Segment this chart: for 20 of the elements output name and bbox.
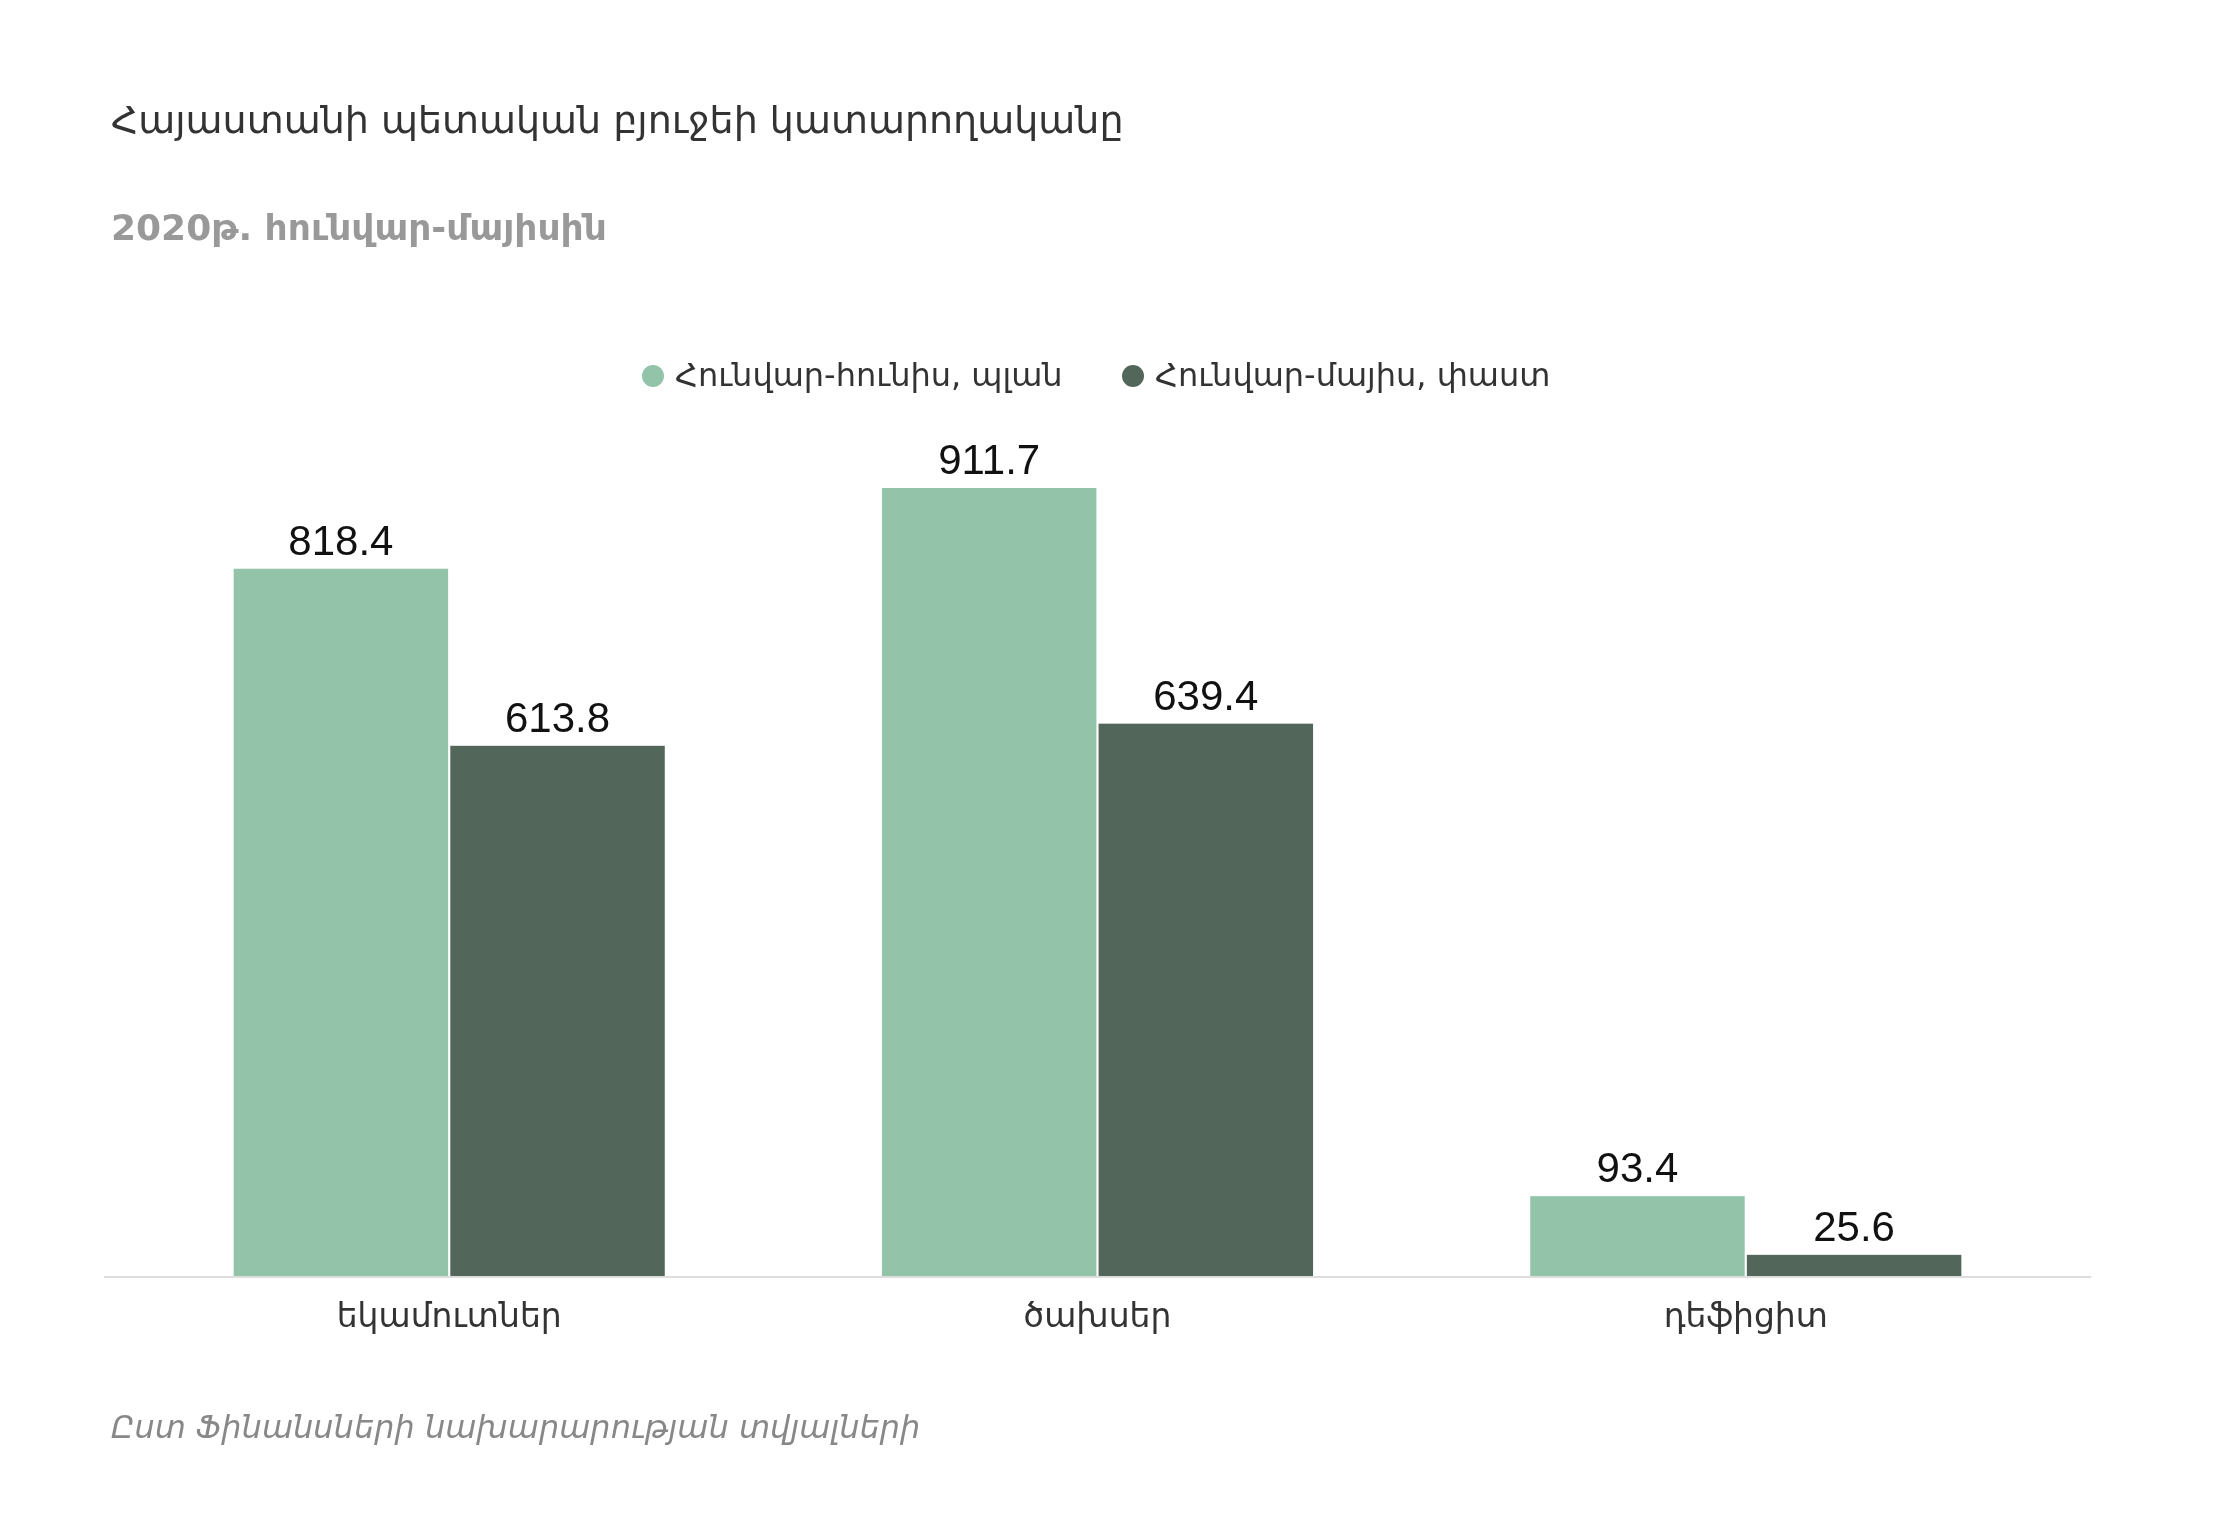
bar — [881, 488, 1097, 1277]
bar — [450, 745, 665, 1277]
x-tick-label: դեֆիցիտ — [1663, 1296, 1828, 1335]
legend-label: Հունվար-հունիս, պլան — [675, 356, 1063, 394]
x-tick-label: եկամուտներ — [336, 1296, 562, 1335]
data-label: 93.4 — [1596, 1144, 1679, 1192]
bar — [1530, 1196, 1745, 1277]
data-label: 818.4 — [288, 516, 394, 564]
legend-label: Հունվար-մայիս, փաստ — [1155, 356, 1551, 394]
data-label: 639.4 — [1153, 671, 1259, 719]
chart-title: Հայաստանի պետական բյուջեի կատարողականը — [111, 98, 1124, 142]
text: Ըստ Ֆինանսների նախարարության տվյալների — [111, 1408, 921, 1446]
data-label: 911.7 — [938, 436, 1041, 483]
bar — [1098, 723, 1314, 1277]
x-tick-label: ծախսեր — [1023, 1296, 1172, 1335]
data-label: 25.6 — [1813, 1202, 1895, 1250]
bar — [233, 568, 449, 1277]
bar — [1746, 1254, 1962, 1277]
data-label: 613.8 — [504, 693, 611, 741]
chart-subtitle: 2020թ. հունվար-մայիսին — [111, 207, 607, 248]
